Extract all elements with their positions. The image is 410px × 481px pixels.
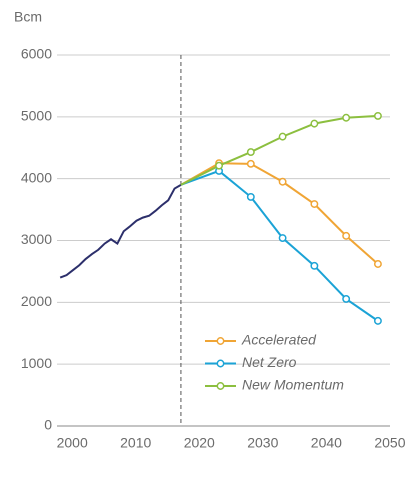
x-tick-label: 2040 — [311, 435, 342, 451]
point-marker — [310, 261, 319, 270]
y-tick-label: 2000 — [21, 293, 52, 309]
line-series — [59, 183, 182, 279]
point-marker — [373, 260, 382, 268]
point-marker — [246, 192, 255, 201]
point-marker — [342, 231, 351, 240]
point-marker — [310, 200, 319, 208]
y-tick-label: 3000 — [21, 231, 52, 247]
y-tick-label: 6000 — [21, 46, 52, 62]
point-marker — [278, 234, 287, 242]
x-tick-label: 2020 — [184, 435, 215, 451]
point-marker — [342, 294, 351, 303]
x-tick-label: 2000 — [57, 435, 88, 451]
x-tick-label: 2050 — [374, 435, 405, 451]
y-tick-label: 5000 — [21, 108, 52, 124]
legend-marker — [216, 382, 225, 390]
point-marker — [246, 159, 255, 168]
legend-marker — [216, 359, 225, 368]
legend-label: Accelerated — [241, 332, 317, 348]
y-tick-label: 1000 — [21, 355, 52, 371]
x-tick-label: 2010 — [120, 435, 151, 451]
y-tick-label: 4000 — [21, 169, 52, 185]
x-tick-label: 2030 — [247, 435, 278, 451]
y-axis-label: Bcm — [14, 9, 42, 25]
point-marker — [310, 119, 319, 128]
point-marker — [215, 161, 224, 170]
legend-label: Net Zero — [242, 354, 297, 370]
legend-label: New Momentum — [242, 377, 344, 393]
legend: Accelerated Net Zero New Momentum — [205, 332, 344, 393]
y-tick-label: 0 — [44, 417, 52, 433]
point-marker — [373, 111, 382, 120]
point-marker — [373, 316, 382, 325]
point-marker — [246, 148, 255, 157]
point-marker — [278, 132, 287, 141]
point-marker — [278, 177, 287, 186]
point-marker — [342, 113, 351, 122]
legend-marker — [216, 337, 225, 345]
